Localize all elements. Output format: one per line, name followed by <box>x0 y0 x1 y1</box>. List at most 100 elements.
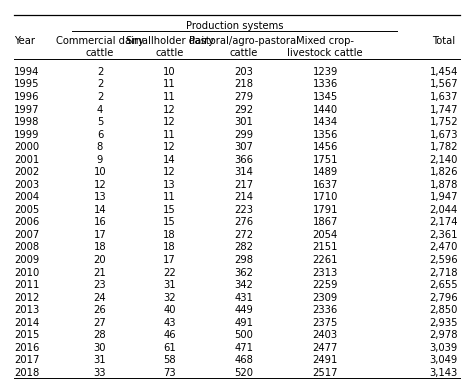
Text: 24: 24 <box>94 292 106 303</box>
Text: 15: 15 <box>163 217 176 227</box>
Text: 11: 11 <box>163 80 176 89</box>
Text: 43: 43 <box>164 318 176 328</box>
Text: 1456: 1456 <box>312 142 338 152</box>
Text: 12: 12 <box>93 180 106 190</box>
Text: 61: 61 <box>163 343 176 353</box>
Text: 1994: 1994 <box>14 67 39 77</box>
Text: 1,747: 1,747 <box>429 105 458 115</box>
Text: 40: 40 <box>164 305 176 315</box>
Text: 1751: 1751 <box>312 155 338 165</box>
Text: 17: 17 <box>93 230 106 240</box>
Text: 9: 9 <box>97 155 103 165</box>
Text: 491: 491 <box>235 318 254 328</box>
Text: 5: 5 <box>97 117 103 127</box>
Text: 13: 13 <box>164 180 176 190</box>
Text: 2018: 2018 <box>14 368 39 378</box>
Text: 46: 46 <box>164 330 176 340</box>
Text: 1336: 1336 <box>313 80 338 89</box>
Text: 11: 11 <box>163 92 176 102</box>
Text: 520: 520 <box>235 368 254 378</box>
Text: 1489: 1489 <box>313 167 338 177</box>
Text: Year: Year <box>14 36 35 46</box>
Text: 217: 217 <box>235 180 254 190</box>
Text: 20: 20 <box>94 255 106 265</box>
Text: 2: 2 <box>97 67 103 77</box>
Text: 3,143: 3,143 <box>429 368 458 378</box>
Text: 10: 10 <box>94 167 106 177</box>
Text: 1356: 1356 <box>312 129 338 140</box>
Text: 2014: 2014 <box>14 318 39 328</box>
Text: 28: 28 <box>94 330 106 340</box>
Text: 2313: 2313 <box>313 268 338 278</box>
Text: 18: 18 <box>94 243 106 252</box>
Text: 4: 4 <box>97 105 103 115</box>
Text: 6: 6 <box>97 129 103 140</box>
Text: 2,718: 2,718 <box>429 268 458 278</box>
Text: 2007: 2007 <box>14 230 39 240</box>
Text: 1,752: 1,752 <box>429 117 458 127</box>
Text: 2009: 2009 <box>14 255 39 265</box>
Text: Smallholder dairy
cattle: Smallholder dairy cattle <box>126 36 214 58</box>
Text: Pastoral/agro-pastoral
cattle: Pastoral/agro-pastoral cattle <box>189 36 299 58</box>
Text: 2001: 2001 <box>14 155 39 165</box>
Text: 468: 468 <box>235 355 254 365</box>
Text: 1,637: 1,637 <box>429 92 458 102</box>
Text: 2517: 2517 <box>312 368 338 378</box>
Text: 2,850: 2,850 <box>429 305 458 315</box>
Text: 2,361: 2,361 <box>429 230 458 240</box>
Text: 2151: 2151 <box>312 243 338 252</box>
Text: 2,655: 2,655 <box>429 280 458 290</box>
Text: 2008: 2008 <box>14 243 39 252</box>
Text: 2336: 2336 <box>313 305 338 315</box>
Text: 2002: 2002 <box>14 167 39 177</box>
Text: 2,174: 2,174 <box>429 217 458 227</box>
Text: 18: 18 <box>164 230 176 240</box>
Text: 2261: 2261 <box>312 255 338 265</box>
Text: 26: 26 <box>93 305 106 315</box>
Text: 12: 12 <box>163 117 176 127</box>
Text: 1,878: 1,878 <box>429 180 458 190</box>
Text: 2403: 2403 <box>313 330 338 340</box>
Text: 2477: 2477 <box>312 343 338 353</box>
Text: 2004: 2004 <box>14 192 39 202</box>
Text: 2,796: 2,796 <box>429 292 458 303</box>
Text: Mixed crop-
livestock cattle: Mixed crop- livestock cattle <box>287 36 363 58</box>
Text: 314: 314 <box>235 167 254 177</box>
Text: 2,140: 2,140 <box>429 155 458 165</box>
Text: 2: 2 <box>97 80 103 89</box>
Text: 2,978: 2,978 <box>429 330 458 340</box>
Text: 8: 8 <box>97 142 103 152</box>
Text: 1999: 1999 <box>14 129 39 140</box>
Text: 2054: 2054 <box>313 230 338 240</box>
Text: 12: 12 <box>163 167 176 177</box>
Text: 3,039: 3,039 <box>429 343 458 353</box>
Text: 223: 223 <box>235 205 254 215</box>
Text: 14: 14 <box>164 155 176 165</box>
Text: 431: 431 <box>235 292 254 303</box>
Text: 2,596: 2,596 <box>429 255 458 265</box>
Text: 218: 218 <box>235 80 254 89</box>
Text: 3,049: 3,049 <box>429 355 458 365</box>
Text: 307: 307 <box>235 142 254 152</box>
Text: 1996: 1996 <box>14 92 39 102</box>
Text: 1440: 1440 <box>313 105 338 115</box>
Text: 299: 299 <box>235 129 254 140</box>
Text: 2,935: 2,935 <box>429 318 458 328</box>
Text: 2017: 2017 <box>14 355 39 365</box>
Text: 272: 272 <box>235 230 254 240</box>
Text: 2010: 2010 <box>14 268 39 278</box>
Text: 2309: 2309 <box>313 292 338 303</box>
Text: 1997: 1997 <box>14 105 39 115</box>
Text: 1345: 1345 <box>313 92 338 102</box>
Text: 203: 203 <box>235 67 254 77</box>
Text: Commercial dairy
cattle: Commercial dairy cattle <box>56 36 144 58</box>
Text: 12: 12 <box>163 105 176 115</box>
Text: Production systems: Production systems <box>186 21 283 31</box>
Text: 30: 30 <box>94 343 106 353</box>
Text: 2012: 2012 <box>14 292 39 303</box>
Text: 32: 32 <box>164 292 176 303</box>
Text: 2,044: 2,044 <box>429 205 458 215</box>
Text: 31: 31 <box>164 280 176 290</box>
Text: Total: Total <box>432 36 455 46</box>
Text: 2491: 2491 <box>312 355 338 365</box>
